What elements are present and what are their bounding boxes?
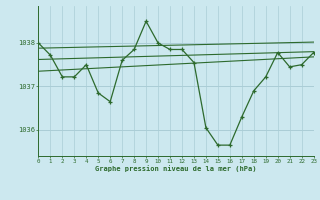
X-axis label: Graphe pression niveau de la mer (hPa): Graphe pression niveau de la mer (hPa) xyxy=(95,165,257,172)
